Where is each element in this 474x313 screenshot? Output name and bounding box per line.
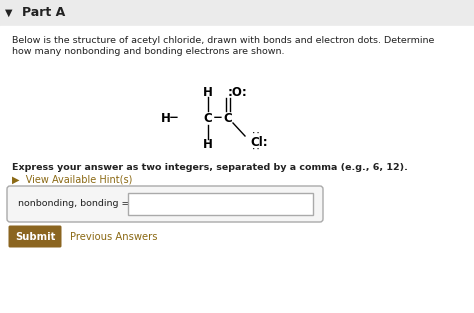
Text: ▼: ▼ <box>5 8 13 18</box>
Text: H: H <box>203 137 213 151</box>
Text: Below is the structure of acetyl chloride, drawn with bonds and electron dots. D: Below is the structure of acetyl chlorid… <box>12 36 434 45</box>
Text: H: H <box>161 111 171 125</box>
Text: Cl:: Cl: <box>250 136 268 148</box>
Text: Submit: Submit <box>15 232 55 242</box>
Text: ▶  View Available Hint(s): ▶ View Available Hint(s) <box>12 175 132 185</box>
Text: ··: ·· <box>251 146 262 155</box>
Text: Previous Answers: Previous Answers <box>70 232 157 242</box>
Text: Express your answer as two integers, separated by a comma (e.g., 6, 12).: Express your answer as two integers, sep… <box>12 163 408 172</box>
FancyBboxPatch shape <box>9 225 62 248</box>
Text: Part A: Part A <box>22 7 65 19</box>
Text: C: C <box>204 111 212 125</box>
FancyBboxPatch shape <box>7 186 323 222</box>
Text: nonbonding, bonding =: nonbonding, bonding = <box>18 199 129 208</box>
Text: ··: ·· <box>251 130 262 138</box>
Text: −: − <box>213 111 223 125</box>
Text: :O:: :O: <box>228 85 248 99</box>
Bar <box>0 0 474 26</box>
Text: H: H <box>203 85 213 99</box>
Text: −: − <box>169 111 179 125</box>
Text: C: C <box>224 111 232 125</box>
Bar <box>128 193 313 215</box>
Text: how many nonbonding and bonding electrons are shown.: how many nonbonding and bonding electron… <box>12 47 284 56</box>
